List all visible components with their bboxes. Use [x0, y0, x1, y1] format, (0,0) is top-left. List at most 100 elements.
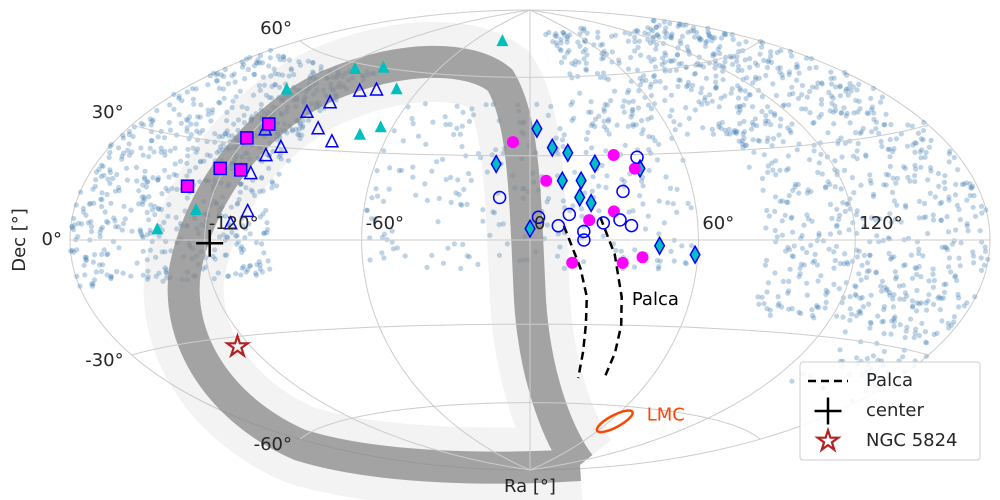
- background-star: [379, 250, 385, 256]
- lmc-outline: [595, 409, 634, 434]
- background-star: [909, 304, 916, 310]
- background-star: [869, 129, 875, 135]
- background-star: [254, 60, 260, 66]
- background-star: [752, 74, 759, 80]
- background-star: [842, 251, 848, 257]
- background-star: [451, 131, 457, 138]
- background-star: [253, 272, 259, 278]
- background-star: [146, 154, 152, 160]
- background-star: [272, 82, 278, 88]
- background-star: [957, 217, 963, 223]
- background-star: [424, 197, 430, 203]
- background-star: [581, 259, 587, 265]
- background-star: [970, 249, 976, 255]
- background-star: [885, 235, 891, 241]
- background-star: [881, 307, 887, 313]
- background-star: [826, 89, 832, 95]
- background-star: [633, 122, 639, 128]
- background-star: [785, 125, 791, 131]
- circle-marker: [613, 213, 627, 227]
- background-star: [197, 130, 203, 136]
- background-star: [571, 115, 577, 121]
- background-star: [789, 306, 795, 312]
- background-star: [796, 274, 802, 280]
- background-star: [396, 167, 402, 174]
- background-star: [864, 110, 870, 116]
- background-star: [167, 102, 173, 108]
- background-star: [757, 51, 763, 57]
- background-star: [851, 190, 857, 196]
- background-star: [648, 114, 655, 120]
- background-star: [208, 118, 214, 124]
- background-star: [625, 90, 631, 96]
- background-star: [250, 92, 257, 98]
- background-star: [139, 233, 145, 239]
- background-star: [793, 65, 799, 71]
- background-star: [614, 122, 620, 128]
- background-star: [783, 167, 790, 173]
- background-star: [916, 263, 922, 270]
- background-star: [768, 109, 774, 115]
- background-star: [858, 310, 864, 316]
- background-star: [111, 215, 117, 221]
- background-star: [212, 247, 218, 253]
- background-star: [159, 249, 165, 255]
- diamond-marker: [574, 187, 586, 208]
- background-star: [735, 68, 741, 74]
- background-star: [558, 59, 565, 65]
- background-star: [953, 227, 959, 233]
- background-star: [786, 247, 793, 253]
- background-star: [589, 145, 595, 151]
- background-star: [978, 255, 984, 261]
- background-star: [977, 228, 983, 234]
- background-star: [873, 217, 879, 223]
- background-star: [709, 98, 715, 104]
- background-star: [883, 111, 889, 117]
- background-star: [856, 271, 862, 277]
- background-star: [651, 56, 657, 62]
- background-star: [688, 87, 695, 93]
- background-star: [847, 120, 853, 126]
- background-star: [596, 113, 602, 119]
- circle-marker: [551, 219, 566, 233]
- background-star: [409, 115, 415, 122]
- background-star: [859, 262, 865, 268]
- background-star: [737, 85, 743, 92]
- background-star: [794, 61, 800, 67]
- background-star: [582, 39, 589, 45]
- background-star: [816, 304, 822, 310]
- background-star: [810, 120, 816, 126]
- background-star: [752, 60, 759, 66]
- triangle-marker: [496, 34, 509, 47]
- background-star: [902, 334, 908, 341]
- background-star: [496, 252, 502, 258]
- background-star: [277, 57, 283, 63]
- background-star: [224, 109, 230, 115]
- background-star: [195, 114, 201, 120]
- background-star: [870, 353, 877, 359]
- background-star: [844, 110, 850, 116]
- background-star: [811, 142, 817, 148]
- background-star: [878, 138, 884, 145]
- background-star: [702, 43, 709, 49]
- diamond-marker: [562, 142, 574, 163]
- background-star: [930, 266, 936, 272]
- background-star: [735, 83, 741, 89]
- background-star: [165, 188, 171, 194]
- background-star: [825, 130, 831, 136]
- background-star: [923, 307, 930, 313]
- x-tick-label: 120°: [859, 213, 902, 234]
- background-star: [856, 248, 862, 254]
- background-star: [942, 186, 948, 192]
- background-star: [463, 153, 469, 159]
- background-star: [654, 157, 661, 163]
- background-star: [857, 106, 863, 112]
- background-star: [564, 34, 571, 40]
- background-star: [173, 172, 180, 178]
- background-star: [155, 134, 161, 140]
- background-star: [926, 144, 933, 150]
- background-star: [101, 172, 107, 178]
- background-star: [126, 141, 132, 147]
- background-star: [589, 188, 595, 194]
- background-star: [261, 230, 267, 236]
